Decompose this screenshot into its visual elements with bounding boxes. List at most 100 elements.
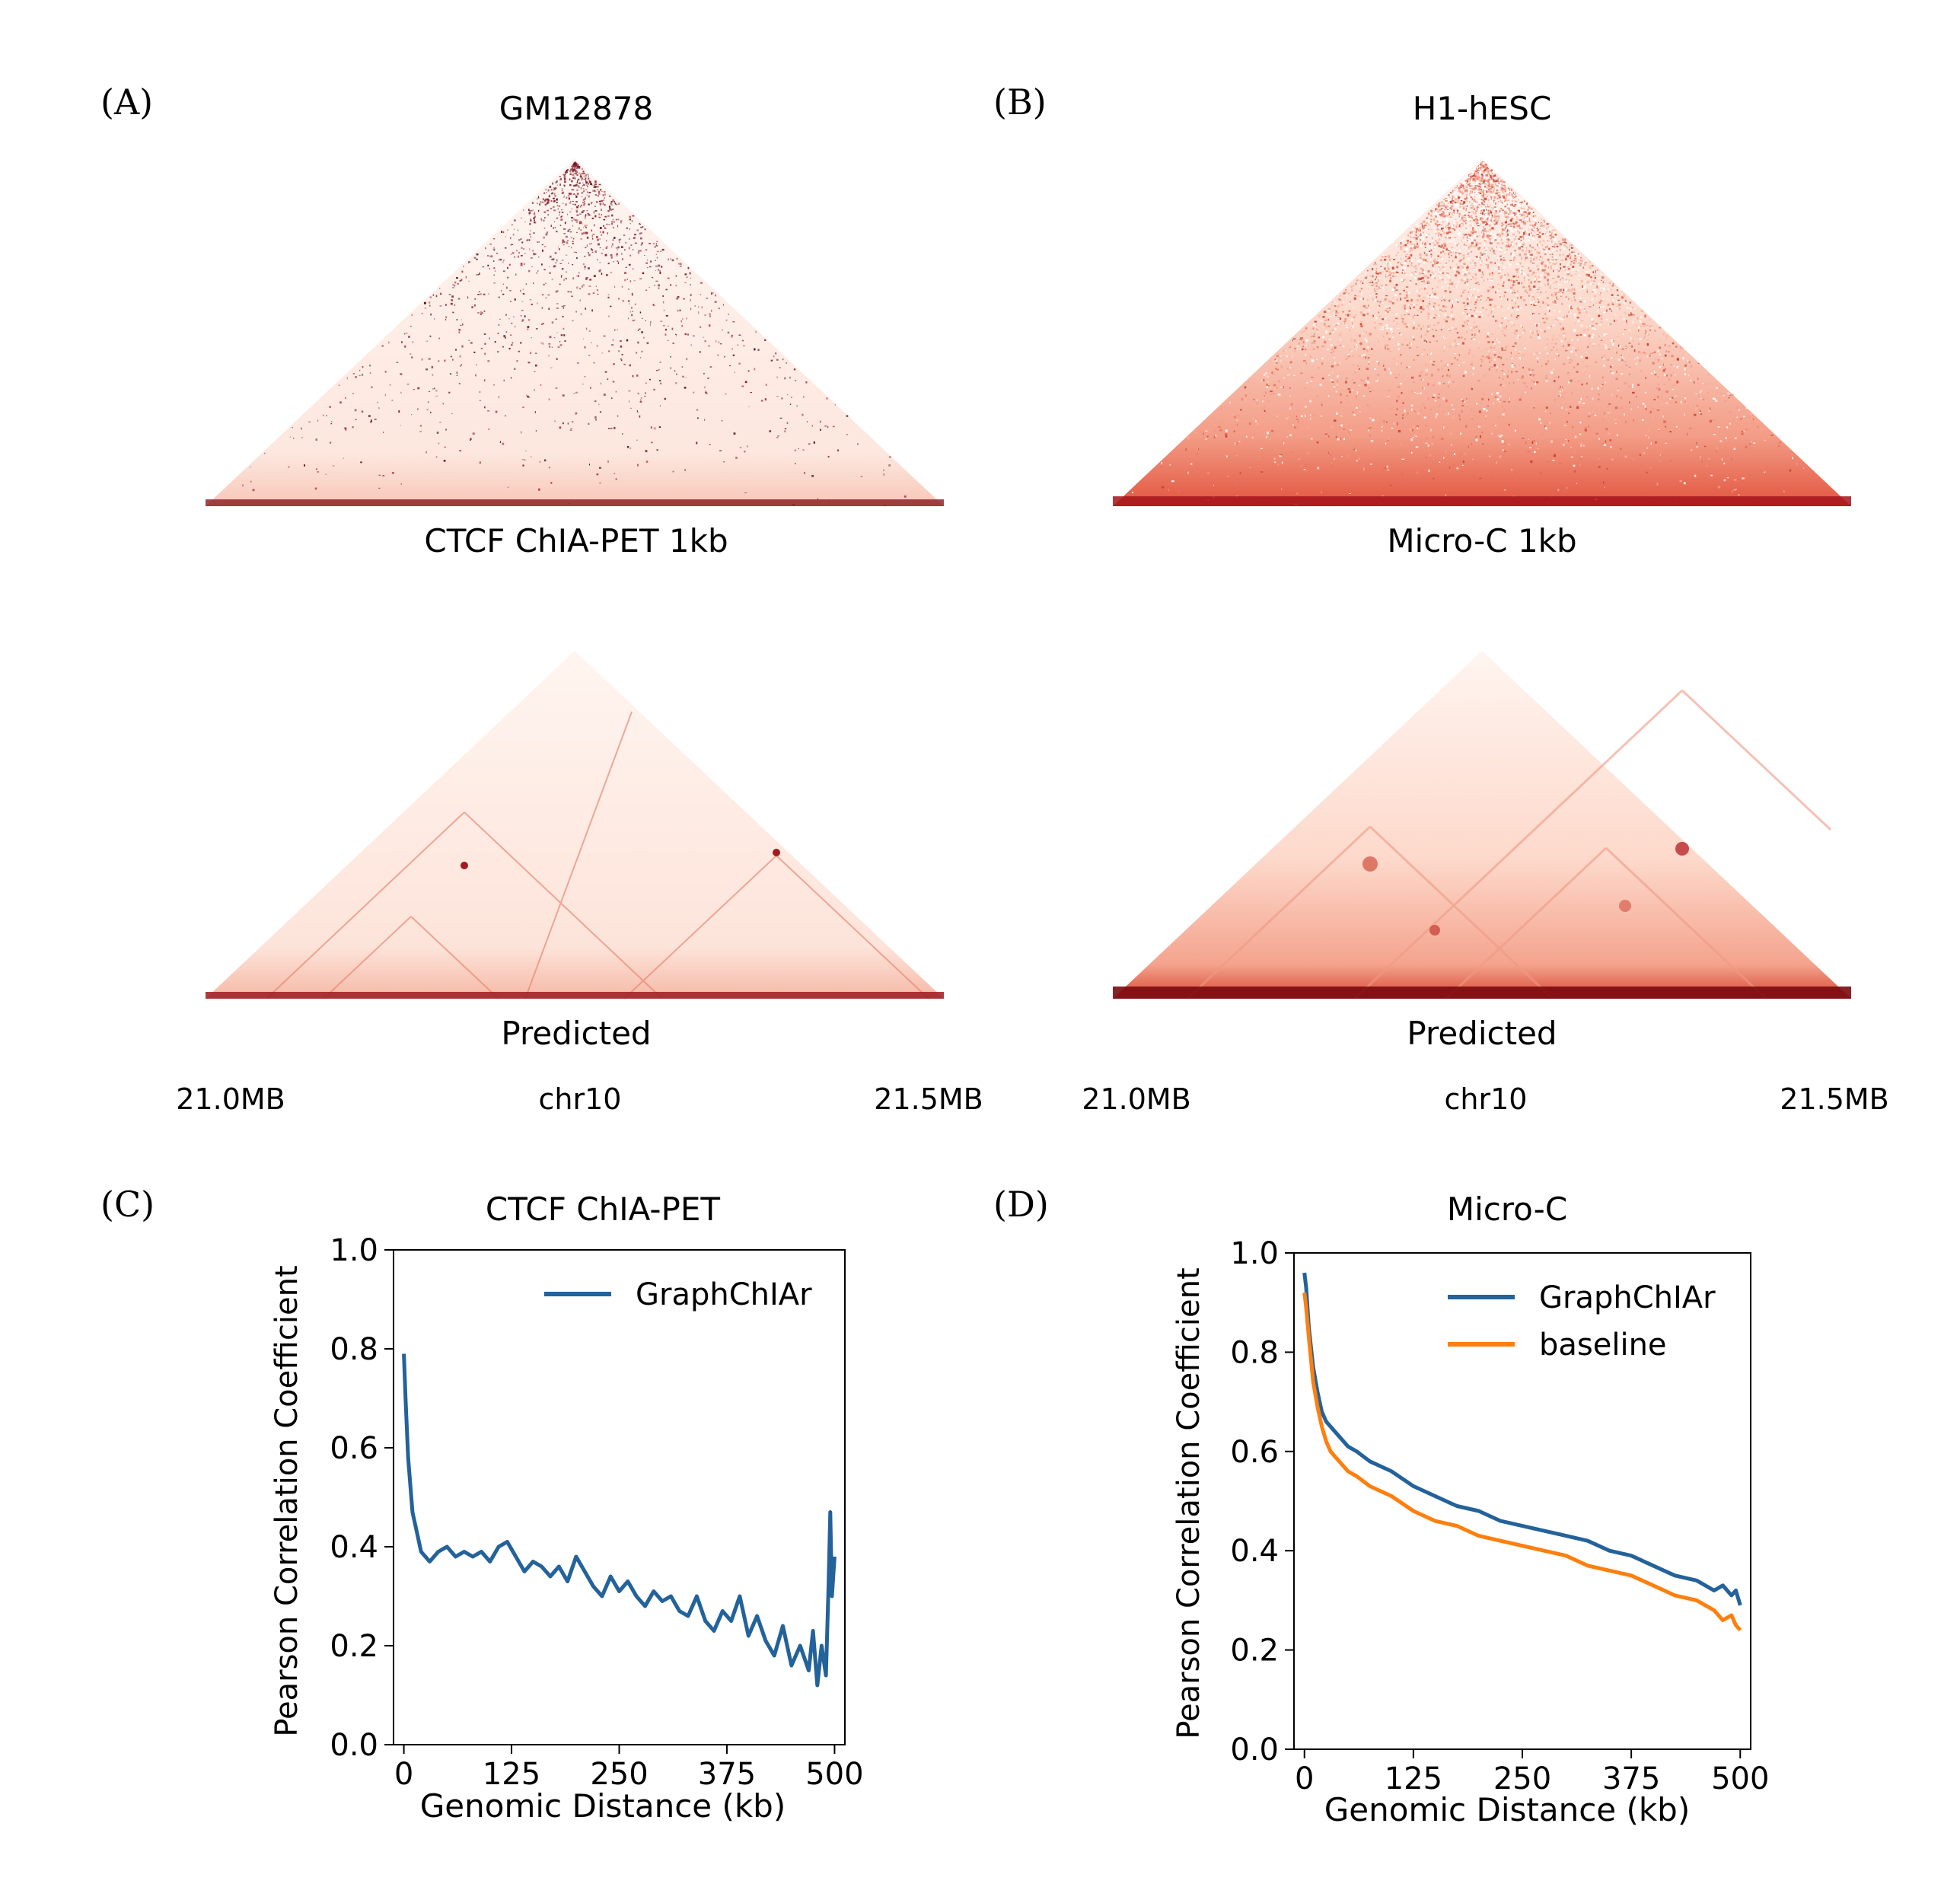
heatmap-texture-pixel <box>603 225 604 227</box>
heatmap-texture-pixel <box>1401 239 1402 242</box>
heatmap-texture-pixel <box>1723 395 1725 397</box>
heatmap-texture-pixel <box>1462 292 1464 294</box>
heatmap-texture-pixel <box>629 407 632 409</box>
heatmap-texture-pixel <box>484 406 486 409</box>
heatmap-texture-pixel <box>1396 323 1398 325</box>
heatmap-texture-pixel <box>1503 237 1506 240</box>
heatmap-texture-pixel <box>483 310 486 312</box>
heatmap-texture-pixel <box>577 178 580 180</box>
heatmap-texture-pixel <box>1482 307 1484 309</box>
heatmap-texture-pixel <box>1579 296 1581 299</box>
heatmap-texture-pixel <box>1454 352 1456 355</box>
heatmap-texture-pixel <box>1420 236 1423 239</box>
heatmap-texture-pixel <box>1741 431 1743 432</box>
heatmap-texture-pixel <box>641 317 643 319</box>
heatmap-texture-pixel <box>597 238 599 241</box>
heatmap-texture-pixel <box>805 381 808 384</box>
heatmap-texture-pixel <box>1472 231 1475 234</box>
heatmap-texture-pixel <box>572 264 574 266</box>
heatmap-texture-pixel <box>1433 296 1436 298</box>
heatmap-texture-pixel <box>1296 492 1299 495</box>
heatmap-texture-pixel <box>658 284 660 287</box>
heatmap-texture-pixel <box>1249 467 1251 469</box>
heatmap-texture-pixel <box>566 197 567 199</box>
heatmap-texture-pixel <box>1501 370 1503 371</box>
heatmap-texture-pixel <box>1563 276 1566 279</box>
heatmap-texture-pixel <box>606 274 608 276</box>
heatmap-texture-pixel <box>1491 333 1494 335</box>
heatmap-texture-pixel <box>515 273 517 276</box>
heatmap-texture-pixel <box>561 190 563 191</box>
heatmap-texture-pixel <box>1482 229 1484 231</box>
heatmap-texture-pixel <box>1498 294 1501 296</box>
heatmap-texture-pixel <box>1444 215 1445 218</box>
heatmap-texture-pixel <box>1499 212 1502 215</box>
heatmap-texture-pixel <box>1333 386 1336 388</box>
heatmap-texture-pixel <box>1487 185 1491 188</box>
heatmap-texture-pixel <box>411 414 413 416</box>
heatmap-texture-pixel <box>1322 336 1325 339</box>
heatmap-texture-pixel <box>1684 364 1688 367</box>
heatmap-texture-pixel <box>640 227 642 228</box>
heatmap-texture-pixel <box>601 199 603 202</box>
heatmap-texture-pixel <box>1305 362 1307 365</box>
heatmap-texture-pixel <box>1545 291 1547 293</box>
heatmap-texture-pixel <box>1473 336 1476 338</box>
heatmap-texture-pixel <box>1657 396 1659 399</box>
heatmap-texture-pixel <box>1307 397 1309 399</box>
heatmap-texture-pixel <box>1637 356 1639 359</box>
heatmap-texture-pixel <box>1342 392 1345 395</box>
heatmap-texture-pixel <box>1520 307 1522 309</box>
heatmap-texture-pixel <box>1448 202 1450 205</box>
heatmap-texture-pixel <box>550 255 552 258</box>
heatmap-texture-pixel <box>1335 436 1337 438</box>
heatmap-texture-pixel <box>1401 267 1403 270</box>
heatmap-texture-pixel <box>1459 199 1461 202</box>
heatmap-texture-pixel <box>1548 259 1550 263</box>
heatmap-texture-pixel <box>1480 177 1483 180</box>
heatmap-texture-pixel <box>606 223 608 225</box>
heatmap-texture-pixel <box>1420 311 1422 313</box>
heatmap-texture-pixel <box>1421 225 1423 228</box>
heatmap-texture-pixel <box>378 487 381 489</box>
heatmap-texture-pixel <box>474 304 476 307</box>
heatmap-texture-pixel <box>1637 317 1639 320</box>
heatmap-texture-pixel <box>1503 489 1506 491</box>
heatmap-texture-pixel <box>1543 375 1546 377</box>
heatmap-texture-pixel <box>629 218 631 221</box>
heatmap-texture-pixel <box>1420 267 1423 269</box>
heatmap-texture-pixel <box>1397 430 1401 433</box>
heatmap-texture-pixel <box>1503 333 1506 336</box>
heatmap-texture-pixel <box>1484 228 1485 231</box>
heatmap-texture-pixel <box>571 180 573 183</box>
heatmap-texture-pixel <box>1169 464 1171 466</box>
heatmap-texture-pixel <box>1351 379 1353 381</box>
heatmap-texture-pixel <box>458 331 461 333</box>
heatmap-texture-pixel <box>1512 193 1515 194</box>
heatmap-texture-pixel <box>1433 250 1435 251</box>
heatmap-texture-pixel <box>1724 400 1727 403</box>
heatmap-texture-pixel <box>607 296 610 298</box>
heatmap-texture-pixel <box>1168 489 1170 492</box>
heatmap-texture-pixel <box>1533 407 1535 409</box>
heatmap-texture-pixel <box>352 393 354 394</box>
heatmap-texture-pixel <box>1519 196 1521 199</box>
heatmap-texture-pixel <box>1491 173 1493 176</box>
heatmap-texture-pixel <box>1484 199 1487 202</box>
heatmap-texture-pixel <box>639 357 642 359</box>
heatmap-texture-pixel <box>1477 206 1478 208</box>
heatmap-texture-pixel <box>1372 298 1374 301</box>
heatmap-texture-pixel <box>1487 196 1488 198</box>
heatmap-texture-pixel <box>1503 209 1506 212</box>
heatmap-texture-pixel <box>1501 228 1505 231</box>
heatmap-texture-pixel <box>1311 359 1315 362</box>
heatmap-texture-pixel <box>1474 196 1476 198</box>
heatmap-texture-pixel <box>493 238 496 240</box>
heatmap-texture-pixel <box>1566 420 1568 423</box>
heatmap-texture-pixel <box>1451 227 1453 228</box>
heatmap-texture-pixel <box>589 243 591 245</box>
heatmap-texture-pixel <box>1512 244 1515 247</box>
heatmap-texture-pixel <box>1569 358 1571 361</box>
heatmap-texture-pixel <box>585 327 588 330</box>
heatmap-texture-pixel <box>1521 257 1522 260</box>
